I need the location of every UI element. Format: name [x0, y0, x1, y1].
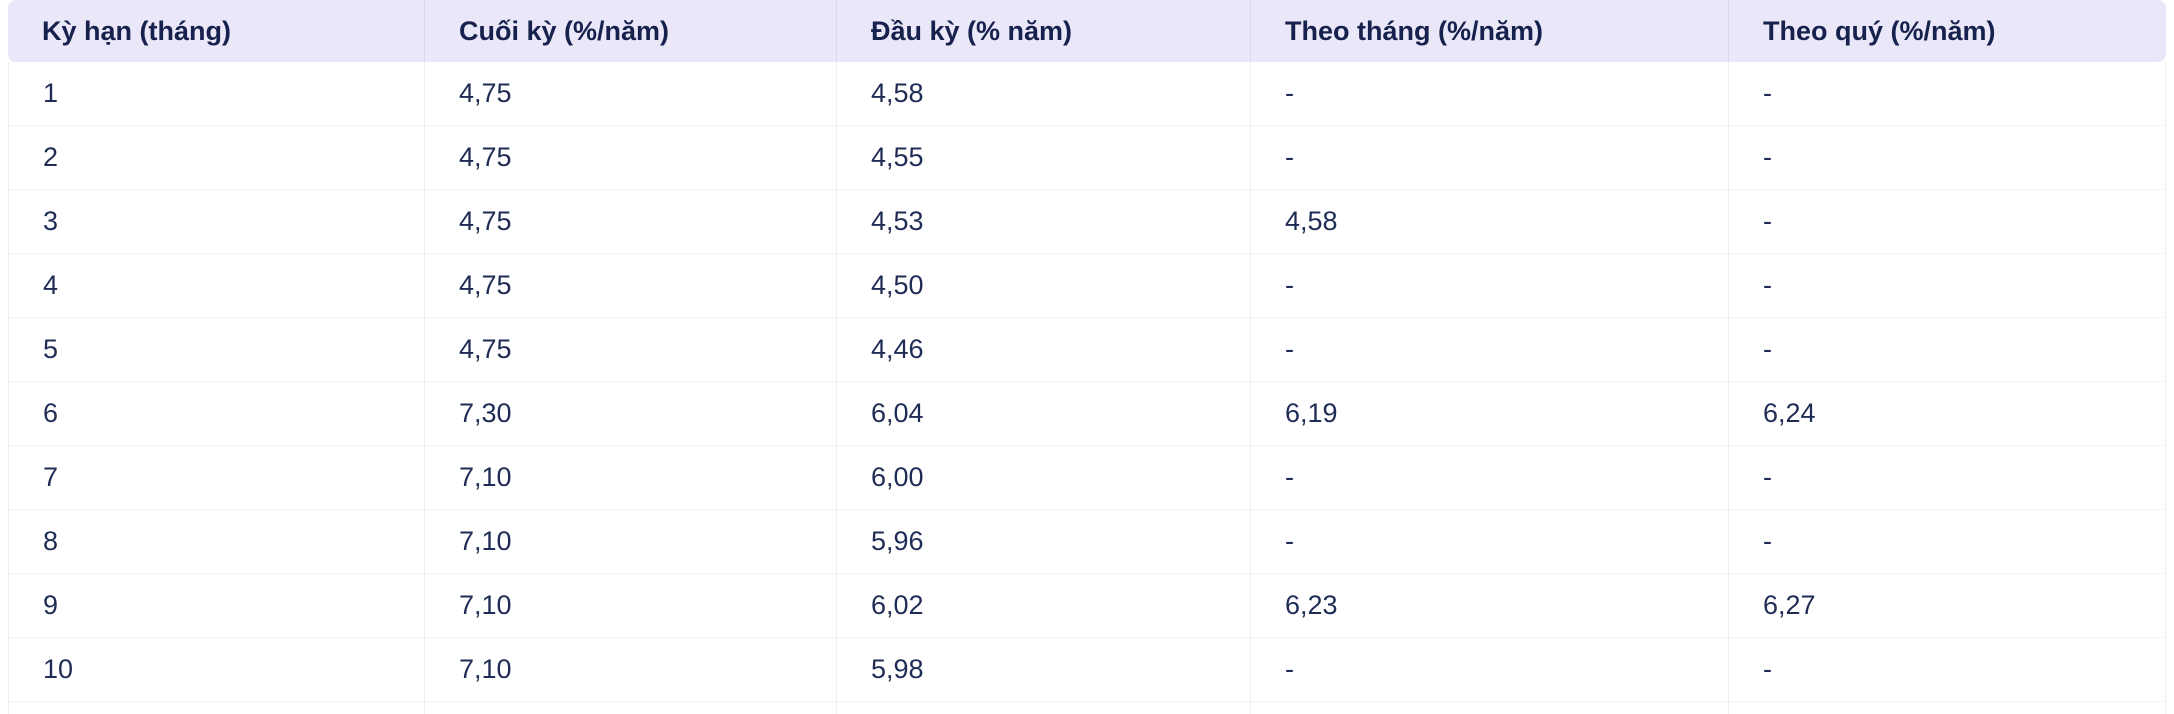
- cell-cuoi-ky: 4,75: [424, 126, 836, 190]
- cell-theo-quy: -: [1728, 638, 2166, 702]
- cell-cuoi-ky: 7,30: [424, 382, 836, 446]
- cell-cuoi-ky: 7,10: [424, 638, 836, 702]
- table-row: 8 7,10 5,96 - -: [8, 510, 2166, 574]
- cell-term: 4: [8, 254, 424, 318]
- cell-term: 7: [8, 446, 424, 510]
- table-body: 1 4,75 4,58 - - 2 4,75 4,55 - - 3 4,75 4…: [8, 62, 2166, 714]
- cell-dau-ky: 4,55: [836, 126, 1250, 190]
- cell-dau-ky: 6,00: [836, 446, 1250, 510]
- table-row: 5 4,75 4,46 - -: [8, 318, 2166, 382]
- cell-theo-thang: -: [1250, 254, 1728, 318]
- cell-theo-thang: -: [1250, 62, 1728, 126]
- cell-cuoi-ky: 7,10: [424, 574, 836, 638]
- cell-dau-ky: 4,53: [836, 190, 1250, 254]
- column-header-cuoi-ky: Cuối kỳ (%/năm): [424, 0, 836, 62]
- cell-theo-thang: 6,19: [1250, 382, 1728, 446]
- table-row: 3 4,75 4,53 4,58 -: [8, 190, 2166, 254]
- cell-term: 3: [8, 190, 424, 254]
- cell-term: 2: [8, 126, 424, 190]
- cell-term: 8: [8, 510, 424, 574]
- table-header: Kỳ hạn (tháng) Cuối kỳ (%/năm) Đầu kỳ (%…: [8, 0, 2166, 62]
- cell-cuoi-ky: [424, 702, 836, 714]
- cell-theo-thang: -: [1250, 638, 1728, 702]
- column-header-dau-ky: Đầu kỳ (% năm): [836, 0, 1250, 62]
- cell-theo-thang: 4,58: [1250, 190, 1728, 254]
- cell-theo-quy: -: [1728, 126, 2166, 190]
- cell-theo-thang: [1250, 702, 1728, 714]
- cell-dau-ky: 4,58: [836, 62, 1250, 126]
- cell-term: [8, 702, 424, 714]
- cell-theo-quy: -: [1728, 254, 2166, 318]
- cell-term: 9: [8, 574, 424, 638]
- cell-theo-thang: 6,23: [1250, 574, 1728, 638]
- table-row: 10 7,10 5,98 - -: [8, 638, 2166, 702]
- cell-cuoi-ky: 4,75: [424, 254, 836, 318]
- cell-theo-thang: -: [1250, 446, 1728, 510]
- table-row-partial: [8, 702, 2166, 714]
- cell-theo-thang: -: [1250, 510, 1728, 574]
- table-row: 6 7,30 6,04 6,19 6,24: [8, 382, 2166, 446]
- cell-theo-quy: 6,27: [1728, 574, 2166, 638]
- cell-theo-thang: -: [1250, 126, 1728, 190]
- cell-theo-quy: -: [1728, 510, 2166, 574]
- cell-term: 5: [8, 318, 424, 382]
- cell-theo-quy: -: [1728, 446, 2166, 510]
- cell-theo-thang: -: [1250, 318, 1728, 382]
- cell-dau-ky: 6,04: [836, 382, 1250, 446]
- cell-theo-quy: -: [1728, 318, 2166, 382]
- table-row: 2 4,75 4,55 - -: [8, 126, 2166, 190]
- column-header-ky-han: Kỳ hạn (tháng): [8, 0, 424, 62]
- cell-dau-ky: 6,02: [836, 574, 1250, 638]
- column-header-theo-thang: Theo tháng (%/năm): [1250, 0, 1728, 62]
- cell-dau-ky: 5,96: [836, 510, 1250, 574]
- cell-dau-ky: 4,50: [836, 254, 1250, 318]
- cell-cuoi-ky: 7,10: [424, 510, 836, 574]
- cell-term: 6: [8, 382, 424, 446]
- cell-theo-quy: [1728, 702, 2166, 714]
- header-row: Kỳ hạn (tháng) Cuối kỳ (%/năm) Đầu kỳ (%…: [8, 0, 2166, 62]
- table-row: 7 7,10 6,00 - -: [8, 446, 2166, 510]
- table-row: 4 4,75 4,50 - -: [8, 254, 2166, 318]
- cell-dau-ky: [836, 702, 1250, 714]
- cell-theo-quy: -: [1728, 190, 2166, 254]
- cell-cuoi-ky: 4,75: [424, 62, 836, 126]
- cell-theo-quy: -: [1728, 62, 2166, 126]
- cell-dau-ky: 5,98: [836, 638, 1250, 702]
- table-row: 9 7,10 6,02 6,23 6,27: [8, 574, 2166, 638]
- cell-cuoi-ky: 4,75: [424, 318, 836, 382]
- cell-term: 1: [8, 62, 424, 126]
- cell-term: 10: [8, 638, 424, 702]
- cell-theo-quy: 6,24: [1728, 382, 2166, 446]
- cell-dau-ky: 4,46: [836, 318, 1250, 382]
- table-row: 1 4,75 4,58 - -: [8, 62, 2166, 126]
- column-header-theo-quy: Theo quý (%/năm): [1728, 0, 2166, 62]
- cell-cuoi-ky: 7,10: [424, 446, 836, 510]
- interest-rates-table: Kỳ hạn (tháng) Cuối kỳ (%/năm) Đầu kỳ (%…: [8, 0, 2166, 714]
- interest-rates-table-container: Kỳ hạn (tháng) Cuối kỳ (%/năm) Đầu kỳ (%…: [8, 0, 2166, 714]
- cell-cuoi-ky: 4,75: [424, 190, 836, 254]
